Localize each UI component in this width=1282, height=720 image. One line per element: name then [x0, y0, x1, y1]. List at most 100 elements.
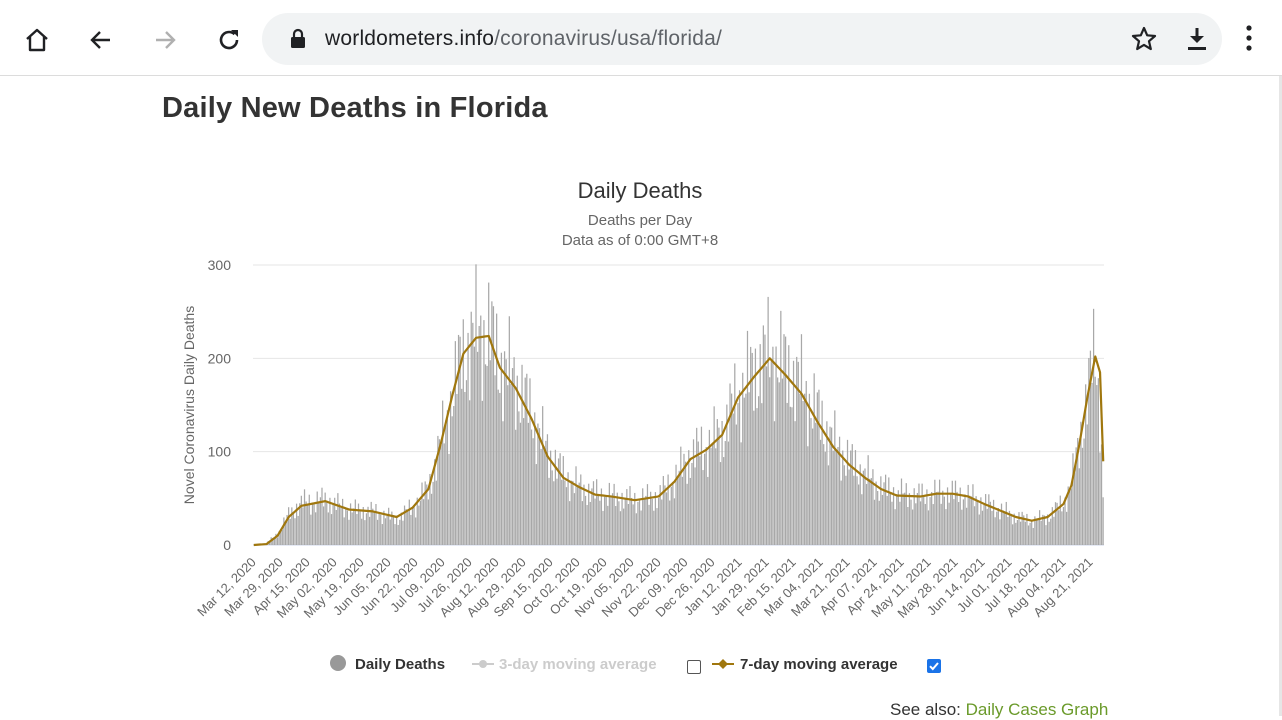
daily-deaths-bar [899, 502, 900, 545]
daily-deaths-bar [747, 331, 748, 545]
daily-deaths-bar [653, 511, 654, 545]
daily-deaths-bar [345, 509, 346, 545]
legend-ma7-label: 7-day moving average [740, 656, 898, 673]
daily-deaths-bar [618, 501, 619, 545]
daily-deaths-bar [968, 485, 969, 545]
daily-deaths-bar [363, 507, 364, 545]
daily-deaths-bar [587, 505, 588, 545]
daily-deaths-bar [815, 423, 816, 545]
daily-deaths-bar [1022, 512, 1023, 545]
daily-deaths-bar [929, 497, 930, 545]
daily-deaths-bar [837, 447, 838, 545]
daily-deaths-bar [421, 483, 422, 545]
daily-deaths-bar [853, 476, 854, 545]
daily-deaths-bar [402, 521, 403, 545]
daily-deaths-bar [529, 378, 530, 545]
daily-deaths-bar [445, 420, 446, 545]
daily-deaths-bar [571, 481, 572, 545]
ma3-checkbox[interactable] [687, 660, 701, 674]
daily-deaths-bar [975, 496, 976, 545]
daily-deaths-bar [450, 391, 451, 545]
daily-deaths-bar [1009, 511, 1010, 545]
daily-deaths-bar [377, 520, 378, 545]
daily-deaths-bar [918, 484, 919, 545]
daily-deaths-bar [277, 537, 278, 545]
daily-deaths-bar [344, 517, 345, 545]
daily-deaths-bar [734, 363, 735, 545]
daily-deaths-bar [594, 499, 595, 545]
daily-deaths-bar [442, 401, 443, 545]
daily-deaths-bar [633, 504, 634, 545]
daily-deaths-bar [423, 499, 424, 545]
daily-deaths-bar [818, 390, 819, 545]
daily-deaths-bar [888, 477, 889, 545]
daily-deaths-bar [309, 495, 310, 545]
daily-deaths-bar [856, 476, 857, 545]
daily-deaths-bar [769, 377, 770, 545]
daily-deaths-bar [482, 401, 483, 545]
daily-deaths-bar [556, 479, 557, 545]
daily-deaths-bar [491, 301, 492, 545]
daily-deaths-bar [691, 463, 692, 545]
daily-deaths-bar [802, 401, 803, 545]
daily-deaths-bar [842, 451, 843, 545]
daily-deaths-bar [466, 380, 467, 545]
daily-deaths-bar [974, 506, 975, 545]
daily-deaths-bar [836, 450, 837, 545]
daily-deaths-bar [877, 491, 878, 545]
daily-deaths-bar [995, 517, 996, 545]
daily-deaths-bar [902, 493, 903, 545]
daily-deaths-bar [640, 511, 641, 545]
daily-deaths-bar [852, 444, 853, 545]
y-tick-label: 200 [208, 350, 232, 366]
daily-deaths-bar [1101, 444, 1102, 545]
daily-deaths-bar [485, 364, 486, 545]
daily-deaths-bar [928, 510, 929, 545]
daily-deaths-bar [1069, 489, 1070, 545]
daily-deaths-bar [547, 434, 548, 545]
daily-deaths-bar [725, 441, 726, 545]
daily-deaths-bar [672, 482, 673, 545]
legend-ma3-marker [479, 660, 487, 668]
daily-deaths-bar [917, 493, 918, 545]
daily-deaths-bar [534, 412, 535, 545]
daily-deaths-bar [323, 506, 324, 545]
see-also: See also: Daily Cases Graph [890, 700, 1108, 720]
see-also-label: See also: [890, 700, 961, 719]
daily-deaths-bar [972, 484, 973, 545]
daily-deaths-bar [898, 490, 899, 545]
daily-deaths-bar [367, 507, 368, 545]
daily-deaths-bar [401, 513, 402, 545]
daily-deaths-bar [887, 496, 888, 545]
daily-deaths-bar [428, 499, 429, 545]
daily-deaths-bar [1010, 514, 1011, 545]
daily-deaths-bar [521, 365, 522, 545]
daily-deaths-bar [507, 385, 508, 545]
ma7-checkbox[interactable] [927, 659, 941, 673]
daily-deaths-bar [760, 344, 761, 545]
daily-deaths-bar [799, 394, 800, 545]
daily-deaths-bar [413, 506, 414, 545]
daily-deaths-bar [544, 446, 545, 545]
daily-deaths-bar [712, 443, 713, 545]
daily-deaths-bar [942, 491, 943, 545]
daily-deaths-bar [739, 390, 740, 545]
daily-deaths-bar [498, 390, 499, 545]
daily-deaths-bar [434, 459, 435, 545]
daily-deaths-bar [777, 377, 778, 545]
daily-cases-link[interactable]: Daily Cases Graph [966, 700, 1109, 719]
daily-deaths-bar [969, 496, 970, 545]
daily-deaths-bar [305, 501, 306, 545]
chart-subtitle-date: Data as of 0:00 GMT+8 [562, 232, 718, 249]
daily-deaths-bar [448, 454, 449, 545]
daily-deaths-bar [1047, 514, 1048, 545]
daily-deaths-bar [693, 439, 694, 545]
daily-deaths-bar [566, 487, 567, 545]
daily-deaths-bar [741, 442, 742, 545]
daily-deaths-bar [920, 501, 921, 545]
daily-deaths-bar [858, 485, 859, 545]
daily-deaths-bar [677, 477, 678, 545]
daily-deaths-bar [696, 428, 697, 545]
daily-deaths-bar [410, 515, 411, 545]
daily-deaths-bar [1050, 519, 1051, 545]
